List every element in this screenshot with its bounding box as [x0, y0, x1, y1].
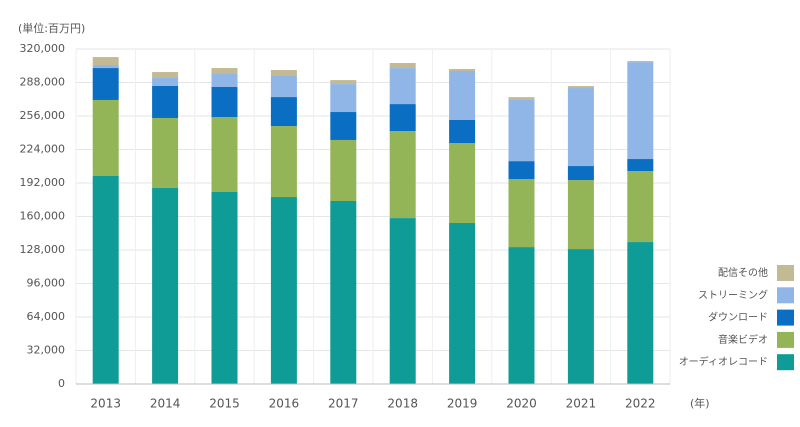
x-tick-label: 2017: [328, 397, 359, 411]
unit-label: (単位:百万円): [18, 21, 85, 35]
bar-segment: [389, 218, 416, 384]
bar-segment: [152, 188, 179, 384]
bar-segment: [211, 117, 238, 193]
bar-segment: [152, 77, 179, 86]
y-tick-label: 128,000: [20, 243, 66, 256]
x-tick-label: 2018: [387, 397, 418, 411]
x-axis-label: (年): [690, 396, 710, 410]
bar-segment: [508, 99, 535, 162]
y-tick-label: 192,000: [20, 176, 66, 189]
bar-segment: [508, 179, 535, 248]
bar-segment: [92, 99, 119, 176]
legend-label: ストリーミング: [698, 288, 768, 301]
bar-segment: [567, 86, 594, 89]
x-tick-label: 2015: [209, 397, 240, 411]
bar-segment: [270, 126, 297, 198]
bar-segment: [389, 68, 416, 105]
bar-segment: [627, 242, 654, 384]
bar-segment: [152, 72, 179, 78]
legend-swatch: [777, 287, 794, 304]
legend-swatch: [777, 331, 794, 348]
bar-segment: [152, 117, 179, 189]
y-tick-label: 32,000: [27, 344, 66, 357]
bar-segment: [449, 70, 476, 120]
legend-label: ダウンロード: [708, 311, 768, 324]
x-tick-label: 2013: [90, 397, 121, 411]
y-tick-label: 256,000: [20, 109, 66, 122]
bar-segment: [627, 159, 654, 172]
bar-segment: [211, 192, 238, 384]
x-tick-label: 2014: [150, 397, 181, 411]
bar-segment: [330, 112, 357, 140]
bar-segment: [389, 63, 416, 69]
x-tick-label: 2019: [447, 397, 478, 411]
bar-segment: [330, 80, 357, 85]
bar-segment: [449, 143, 476, 223]
bar-segment: [449, 119, 476, 144]
y-tick-label: 0: [58, 377, 65, 390]
x-tick-label: 2021: [566, 397, 597, 411]
bar-segment: [152, 85, 179, 118]
bar-segment: [330, 84, 357, 113]
x-tick-label: 2016: [269, 397, 300, 411]
bar-segment: [627, 62, 654, 160]
bar-segment: [567, 180, 594, 250]
legend-label: 配信その他: [718, 266, 768, 279]
x-tick-label: 2020: [506, 397, 537, 411]
bar-segment: [330, 201, 357, 384]
bar-segment: [92, 68, 119, 100]
bar-segment: [508, 97, 535, 100]
legend-swatch: [777, 354, 794, 371]
bar-segment: [270, 97, 297, 127]
bar-segment: [270, 70, 297, 77]
bar-segment: [449, 222, 476, 384]
bar-segment: [449, 68, 476, 71]
bar-segment: [92, 175, 119, 384]
x-tick-label: 2022: [625, 397, 656, 411]
y-tick-label: 160,000: [20, 210, 66, 223]
bar-segment: [508, 247, 535, 384]
y-tick-label: 96,000: [27, 277, 66, 290]
bar-segment: [389, 131, 416, 219]
legend-swatch: [777, 309, 794, 326]
bar-segment: [92, 65, 119, 69]
bar-segment: [567, 166, 594, 181]
bar-segment: [211, 87, 238, 118]
legend-label: オーディオレコード: [679, 355, 768, 368]
y-tick-label: 320,000: [20, 42, 66, 55]
y-tick-label: 224,000: [20, 143, 66, 156]
bar-segment: [211, 74, 238, 88]
bar-segment: [92, 57, 119, 66]
bar-segment: [389, 104, 416, 132]
legend-swatch: [777, 265, 794, 281]
y-tick-label: 64,000: [27, 310, 66, 323]
y-tick-label: 288,000: [20, 76, 66, 89]
bar-segment: [567, 249, 594, 384]
bar-segment: [627, 171, 654, 243]
bar-segment: [270, 76, 297, 98]
bar-segment: [330, 139, 357, 202]
bar-segment: [270, 197, 297, 384]
bar-segment: [567, 88, 594, 167]
legend-label: 音楽ビデオ: [718, 333, 768, 346]
bar-segment: [211, 68, 238, 75]
bar-segment: [508, 161, 535, 180]
bar-segment: [627, 61, 654, 63]
